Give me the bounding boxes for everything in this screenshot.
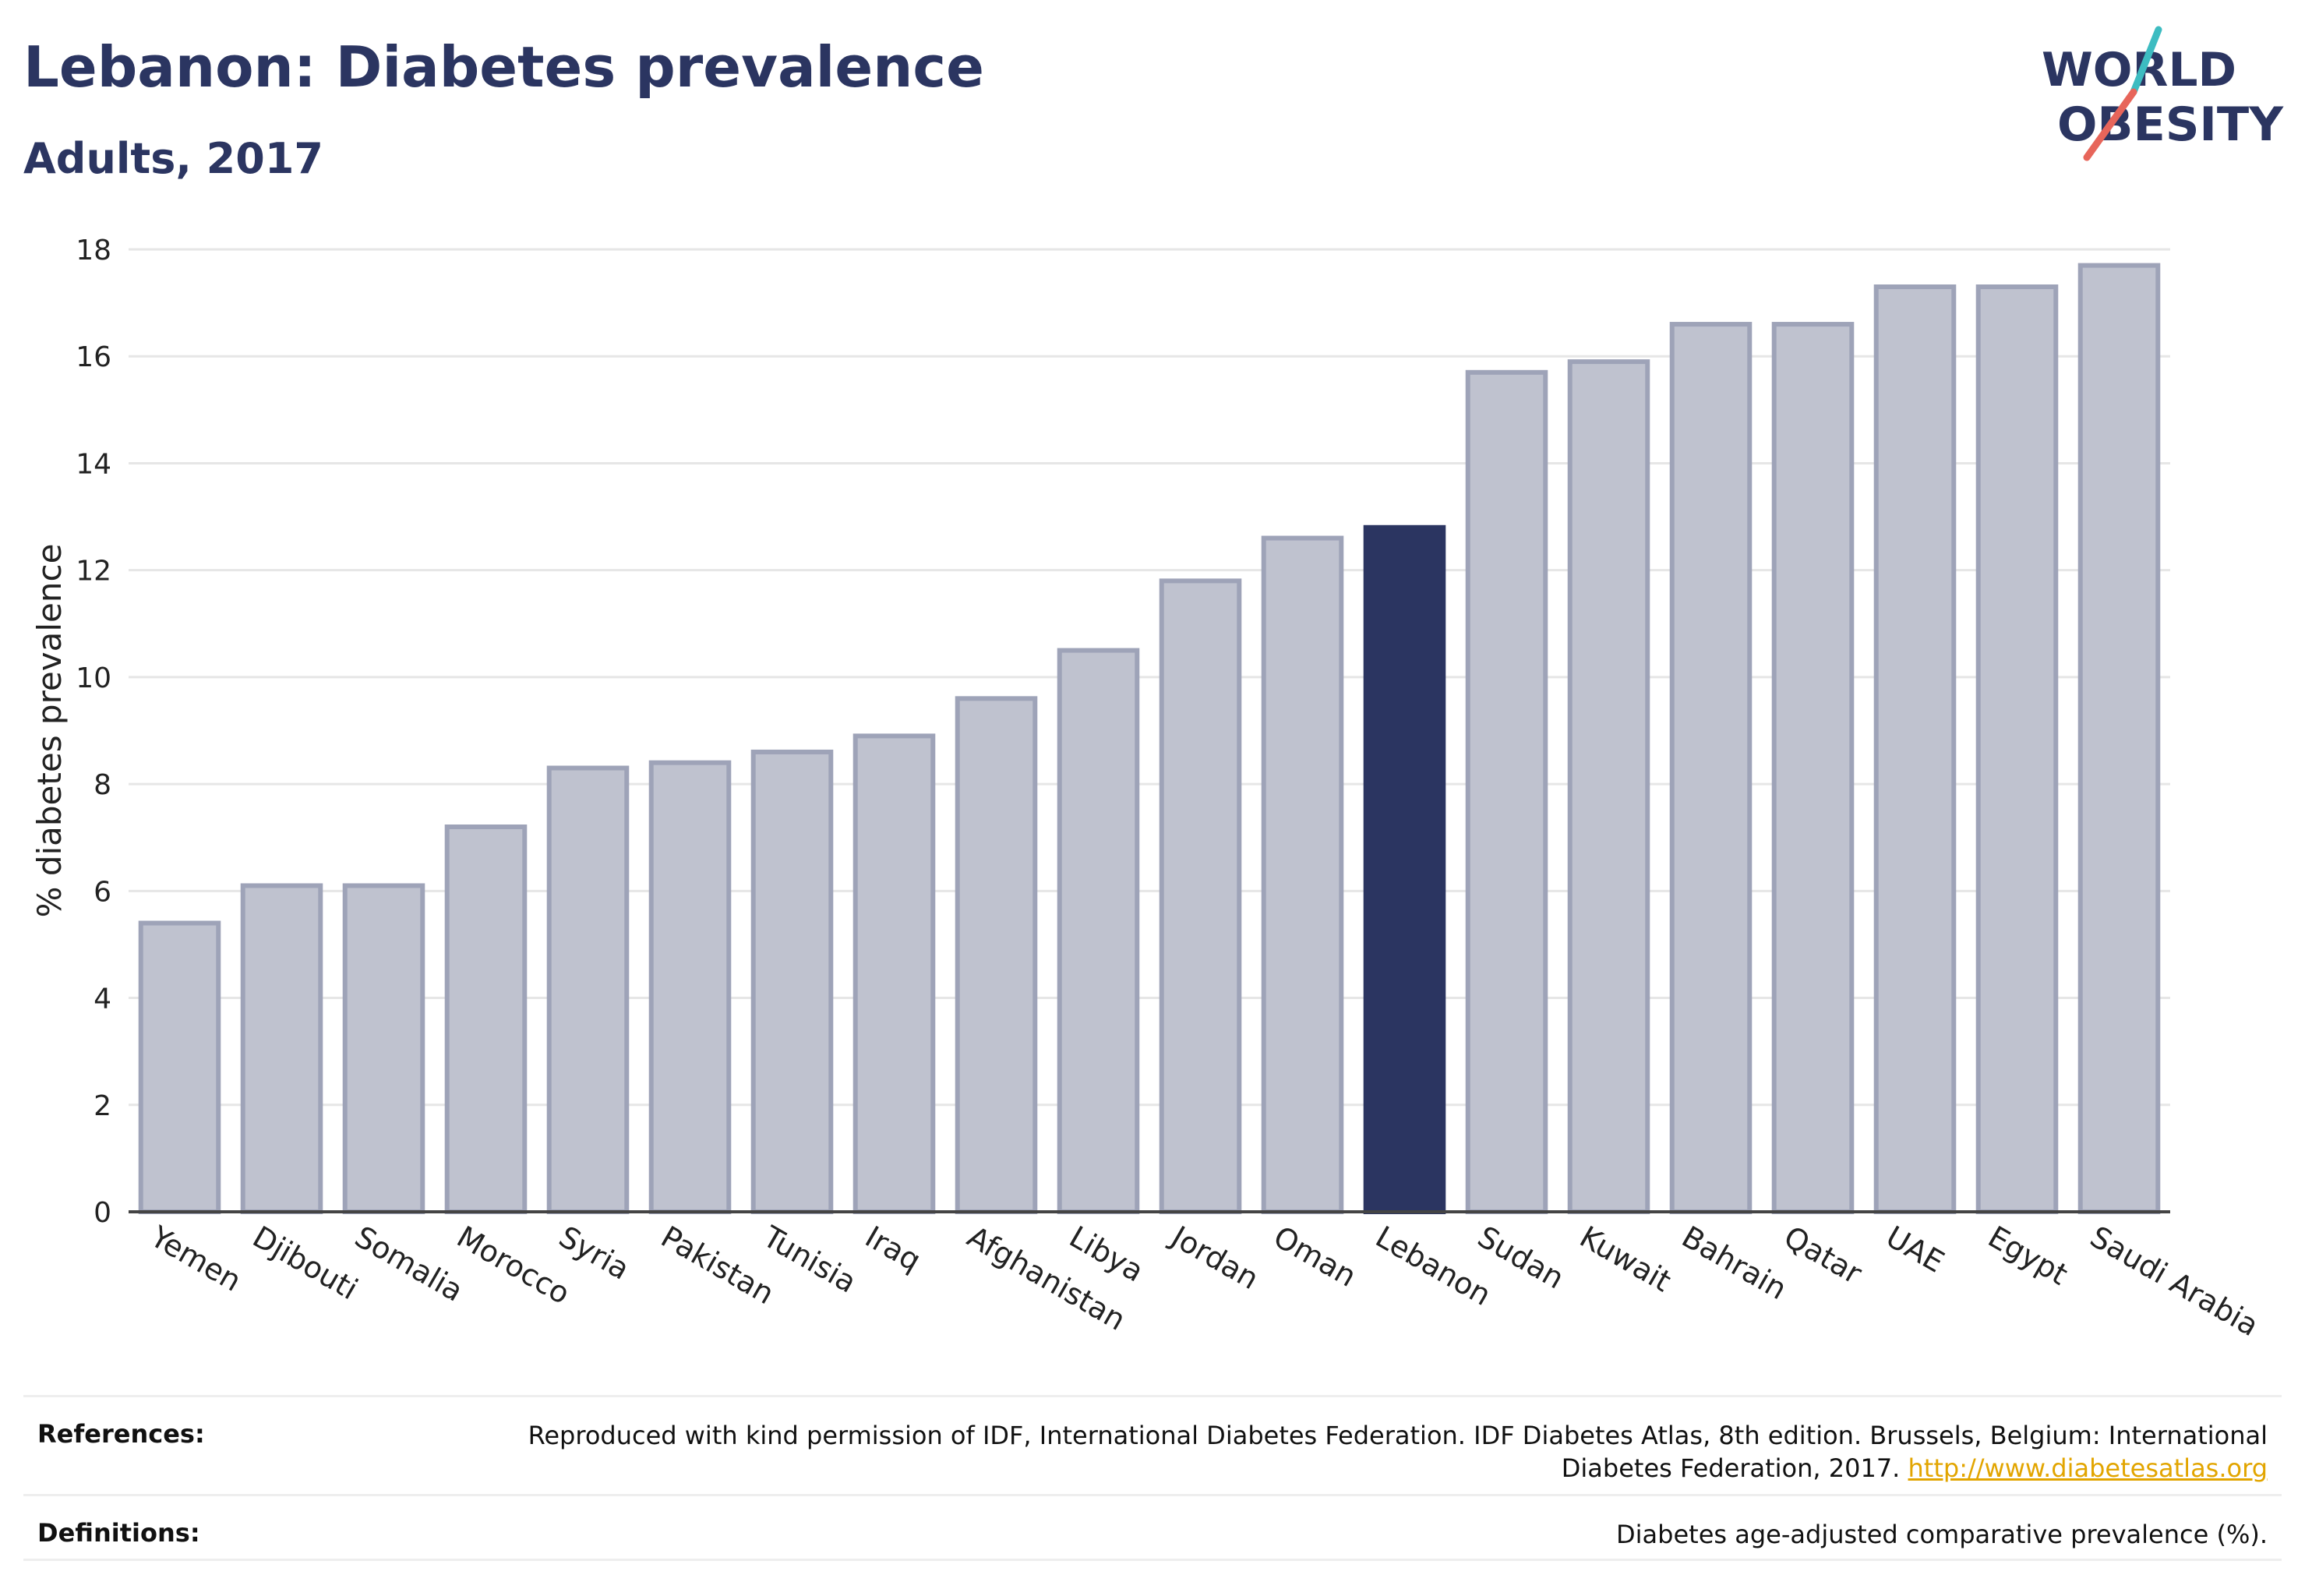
definitions-text: Diabetes age-adjusted comparative preval… xyxy=(1616,1520,2268,1549)
x-tick-label: UAE xyxy=(1880,1220,1950,1280)
references-panel: References: Reproduced with kind permiss… xyxy=(23,1395,2282,1561)
bar xyxy=(852,733,936,1214)
logo-stroke-bottom-icon xyxy=(2083,88,2137,161)
y-tick-label: 12 xyxy=(76,556,111,588)
y-tick-label: 10 xyxy=(76,662,111,694)
x-tick-label: Jordan xyxy=(1164,1219,1264,1297)
y-tick-label: 2 xyxy=(94,1090,111,1122)
bar-highlight xyxy=(1363,524,1446,1214)
y-tick-label: 14 xyxy=(76,448,111,480)
references-label: References: xyxy=(37,1419,205,1449)
bar xyxy=(750,749,834,1214)
x-tick-label: Bahrain xyxy=(1676,1220,1792,1307)
bar xyxy=(2077,263,2161,1214)
page-subtitle: Adults, 2017 xyxy=(23,134,323,183)
y-tick-label: 8 xyxy=(94,769,111,801)
x-tick-label: Iraq xyxy=(860,1220,927,1278)
references-text: Reproduced with kind permission of IDF, … xyxy=(475,1419,2268,1485)
x-tick-label: Yemen xyxy=(144,1219,247,1298)
y-tick-label: 18 xyxy=(76,235,111,267)
bar xyxy=(955,696,1038,1214)
logo-stroke-top-icon xyxy=(2130,26,2162,96)
x-tick-label: Egypt xyxy=(1982,1220,2074,1292)
world-obesity-logo: WORLD OBESITY xyxy=(2042,26,2285,161)
x-tick-label: Saudi Arabia xyxy=(2084,1220,2264,1344)
logo-line-2: OBESITY xyxy=(2057,97,2285,152)
bar xyxy=(1159,578,1242,1214)
y-axis-label: % diabetes prevalence xyxy=(30,544,69,918)
definitions-label: Definitions: xyxy=(37,1518,200,1548)
y-tick-label: 4 xyxy=(94,983,111,1015)
references-citation: Reproduced with kind permission of IDF, … xyxy=(528,1421,2268,1483)
x-tick-label: Djibouti xyxy=(247,1220,364,1307)
bar xyxy=(138,920,221,1214)
diabetes-atlas-link[interactable]: http://www.diabetesatlas.org xyxy=(1908,1453,2268,1483)
bar xyxy=(1873,284,1957,1214)
x-tick-label: Kuwait xyxy=(1574,1220,1677,1299)
y-tick-label: 6 xyxy=(94,876,111,908)
bar xyxy=(1261,535,1344,1214)
definitions-row: Definitions: Diabetes age-adjusted compa… xyxy=(23,1494,2282,1561)
bar xyxy=(1771,322,1855,1215)
y-tick-label: 16 xyxy=(76,341,111,373)
x-tick-label: Qatar xyxy=(1778,1220,1868,1291)
bar xyxy=(342,883,425,1214)
x-tick-label: Oman xyxy=(1268,1220,1362,1294)
page-title: Lebanon: Diabetes prevalence xyxy=(23,34,984,100)
bar xyxy=(1057,648,1140,1214)
y-tick-label: 0 xyxy=(94,1197,111,1229)
bar xyxy=(648,760,732,1214)
bar xyxy=(444,824,528,1214)
bar-chart: 0 2 4 6 8 10 12 14 16 18 % diabetes prevalence Yeme… xyxy=(30,235,2264,1344)
x-tick-label: Lebanon xyxy=(1370,1220,1497,1312)
bar xyxy=(1975,284,2059,1214)
x-tick-label: Morocco xyxy=(451,1220,576,1312)
bar xyxy=(1669,322,1753,1215)
x-tick-label: Somalia xyxy=(349,1220,469,1308)
bar xyxy=(546,765,630,1214)
bar xyxy=(1567,359,1650,1214)
bar xyxy=(240,883,323,1214)
bar xyxy=(1465,369,1548,1215)
x-tick-label: Pakistan xyxy=(655,1220,780,1312)
references-row: References: Reproduced with kind permiss… xyxy=(23,1395,2282,1494)
